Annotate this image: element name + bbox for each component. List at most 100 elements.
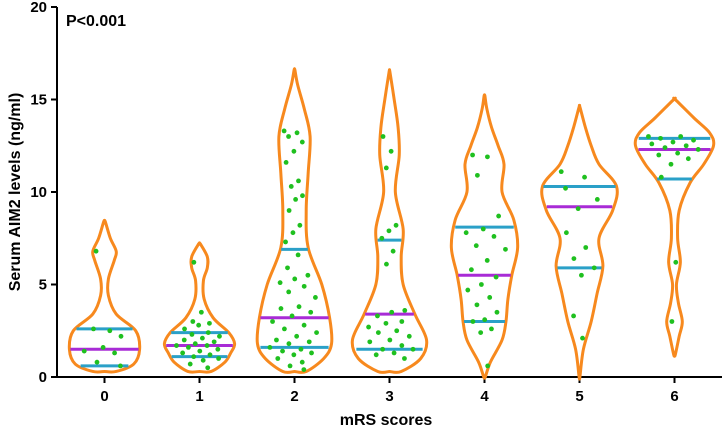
data-point (485, 154, 490, 160)
data-point (575, 206, 581, 212)
data-point (491, 234, 497, 239)
data-point (375, 313, 380, 319)
data-point (270, 319, 275, 324)
data-point (388, 148, 394, 154)
data-point (658, 174, 664, 180)
data-point (571, 256, 577, 261)
data-point (583, 245, 589, 250)
violin-group-0 (67, 218, 142, 374)
data-point (286, 134, 291, 139)
y-tick-label: 20 (30, 0, 47, 16)
violins (67, 67, 716, 381)
data-point (380, 346, 386, 352)
data-point (389, 309, 395, 315)
y-axis-title: Serum AIM2 levels (ng/ml) (7, 93, 24, 292)
data-point (199, 335, 205, 341)
violin-group-5 (540, 103, 619, 381)
data-point (207, 320, 212, 326)
data-point (286, 208, 292, 213)
data-point (470, 152, 475, 158)
data-point (474, 302, 480, 308)
data-point (478, 330, 484, 335)
data-point (383, 320, 389, 326)
data-point (217, 333, 222, 339)
data-point (190, 319, 196, 324)
data-point (186, 345, 191, 350)
data-point (291, 352, 297, 358)
data-point (468, 267, 474, 273)
data-point (480, 226, 486, 232)
data-point (494, 309, 500, 315)
axes: 0 5 10 15 20 0 1 2 3 4 5 6 (30, 0, 722, 405)
violin-outline (350, 68, 429, 374)
data-point (93, 248, 99, 254)
data-point (197, 348, 203, 354)
data-point (204, 343, 210, 348)
data-point (277, 280, 283, 286)
data-point (215, 346, 221, 352)
data-point (288, 184, 294, 189)
data-point (94, 359, 100, 365)
data-point (656, 152, 662, 158)
data-point (473, 243, 479, 249)
data-point (205, 330, 211, 335)
data-point (285, 265, 290, 271)
violin-group-3 (350, 68, 429, 374)
violin-outline (67, 218, 142, 374)
data-point (683, 143, 689, 149)
data-point (81, 348, 87, 354)
data-point (484, 258, 490, 263)
data-point (118, 333, 124, 339)
data-point (107, 328, 113, 334)
y-tick-label: 15 (30, 92, 47, 109)
data-point (298, 346, 304, 352)
data-point (192, 341, 198, 347)
data-point (205, 365, 211, 371)
data-point (399, 319, 405, 324)
data-point (503, 246, 508, 252)
data-point (287, 363, 293, 369)
data-point (390, 248, 396, 254)
data-point (658, 135, 663, 141)
data-point (478, 282, 484, 287)
data-point (591, 265, 597, 271)
x-tick-label: 0 (100, 388, 108, 405)
data-point (301, 283, 307, 289)
data-point (275, 356, 281, 361)
data-point (290, 230, 296, 236)
data-point (393, 222, 399, 228)
data-point (670, 139, 676, 145)
violin-group-4 (449, 93, 520, 380)
data-point (367, 339, 373, 345)
data-point (200, 357, 206, 363)
data-point (485, 363, 491, 369)
data-point (305, 272, 311, 278)
data-point (387, 337, 393, 343)
data-point (402, 308, 408, 313)
data-point (286, 341, 292, 347)
data-point (470, 319, 476, 324)
data-point (216, 356, 221, 361)
data-point (695, 147, 701, 152)
data-point (685, 156, 691, 162)
data-point (181, 337, 187, 343)
data-point (293, 197, 298, 202)
data-point (291, 148, 297, 154)
data-point (474, 172, 480, 178)
data-point (386, 228, 392, 234)
data-point (373, 352, 379, 358)
data-point (174, 343, 179, 348)
data-point (582, 174, 587, 180)
data-point (297, 222, 303, 228)
data-point (301, 322, 307, 328)
data-point (678, 134, 684, 139)
data-point (646, 134, 651, 139)
data-point (112, 350, 117, 356)
data-point (558, 169, 564, 175)
data-point (296, 178, 301, 184)
violin-outline (162, 241, 237, 374)
data-point (463, 230, 469, 236)
violin-group-6 (633, 96, 716, 358)
data-point (493, 274, 499, 280)
